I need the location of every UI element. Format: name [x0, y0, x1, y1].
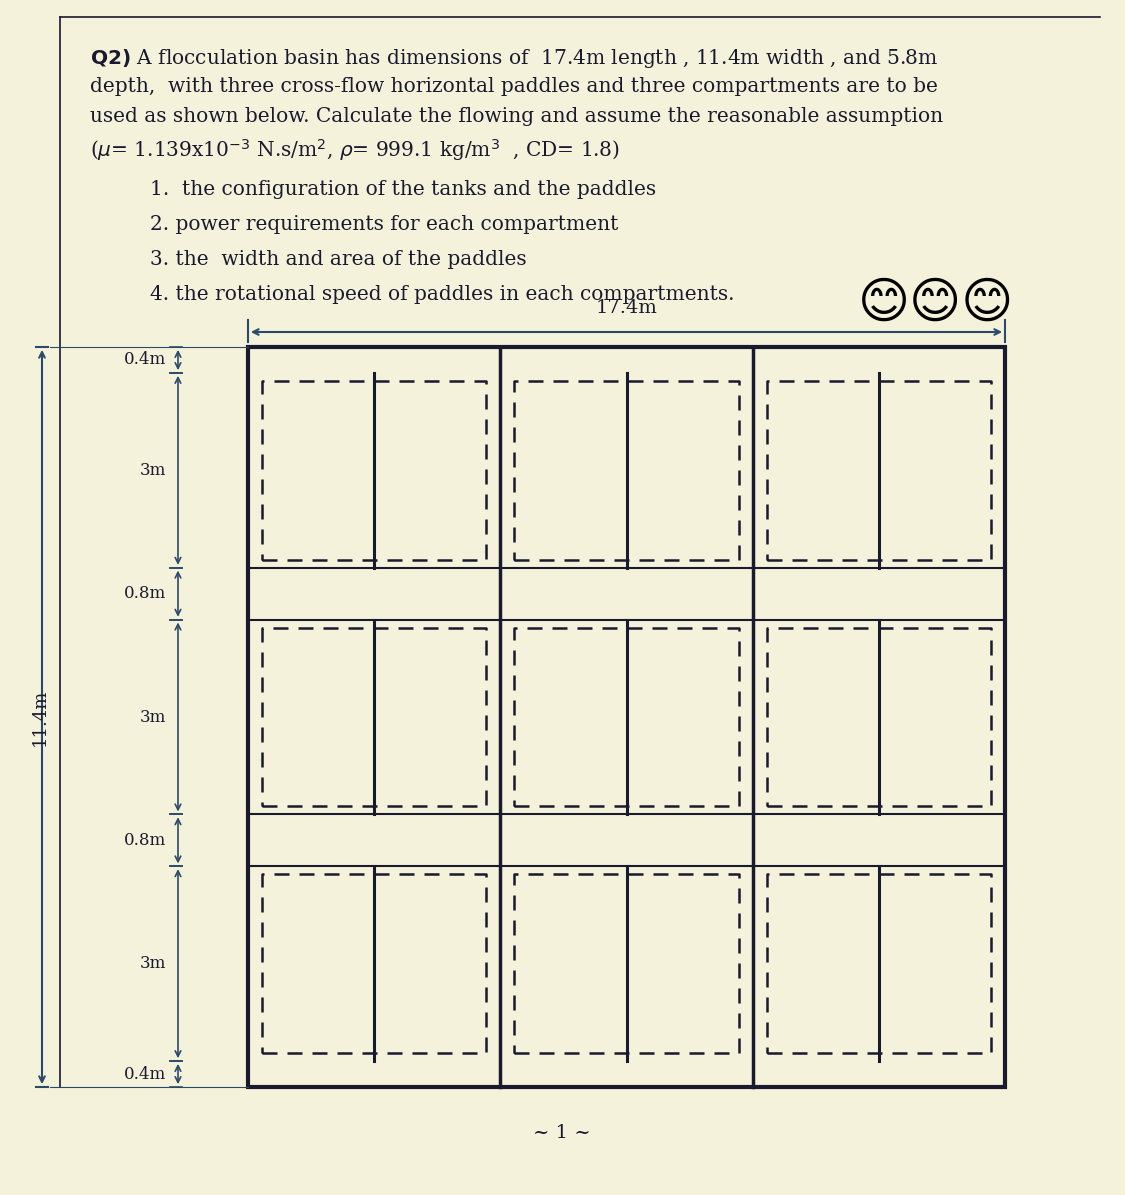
Text: used as shown below. Calculate the flowing and assume the reasonable assumption: used as shown below. Calculate the flowi…: [90, 108, 943, 125]
Text: 1.  the configuration of the tanks and the paddles: 1. the configuration of the tanks and th…: [150, 180, 656, 200]
Text: 3m: 3m: [140, 955, 166, 973]
Text: 3. the  width and area of the paddles: 3. the width and area of the paddles: [150, 250, 526, 269]
Text: 0.8m: 0.8m: [124, 832, 166, 848]
Text: 3m: 3m: [140, 461, 166, 479]
Text: 17.4m: 17.4m: [595, 299, 657, 317]
Text: ($\mu$= 1.139x10$^{-3}$ N.s/m$^{2}$, $\rho$= 999.1 kg/m$^{3}$  , CD= 1.8): ($\mu$= 1.139x10$^{-3}$ N.s/m$^{2}$, $\r…: [90, 137, 620, 163]
Text: depth,  with three cross-flow horizontal paddles and three compartments are to b: depth, with three cross-flow horizontal …: [90, 76, 938, 96]
Text: 0.8m: 0.8m: [124, 586, 166, 602]
Text: 3m: 3m: [140, 709, 166, 725]
Text: 4. the rotational speed of paddles in each compartments.: 4. the rotational speed of paddles in ea…: [150, 284, 735, 304]
Text: 11.4m: 11.4m: [32, 688, 50, 746]
Bar: [248, 347, 1005, 1087]
Text: 2. power requirements for each compartment: 2. power requirements for each compartme…: [150, 215, 619, 234]
Text: 0.4m: 0.4m: [124, 351, 166, 368]
Text: $\bf{Q2)}$ A flocculation basin has dimensions of  17.4m length , 11.4m width , : $\bf{Q2)}$ A flocculation basin has dime…: [90, 47, 938, 71]
Text: 😊😊😊: 😊😊😊: [858, 280, 1015, 327]
Text: 0.4m: 0.4m: [124, 1066, 166, 1083]
Text: ~ 1 ~: ~ 1 ~: [533, 1124, 591, 1142]
